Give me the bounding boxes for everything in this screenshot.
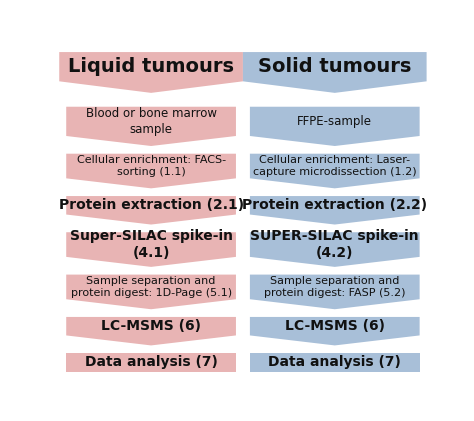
Polygon shape [66, 353, 236, 372]
Polygon shape [66, 274, 236, 309]
Polygon shape [250, 196, 419, 224]
Polygon shape [66, 154, 236, 188]
Text: Protein extraction (2.2): Protein extraction (2.2) [242, 198, 428, 212]
Polygon shape [250, 232, 419, 267]
Polygon shape [66, 196, 236, 224]
Text: Cellular enrichment: FACS-
sorting (1.1): Cellular enrichment: FACS- sorting (1.1) [76, 155, 226, 177]
Text: Sample separation and
protein digest: FASP (5.2): Sample separation and protein digest: FA… [264, 276, 406, 298]
Polygon shape [250, 154, 419, 188]
Text: LC-MSMS (6): LC-MSMS (6) [101, 319, 201, 333]
Text: Sample separation and
protein digest: 1D-Page (5.1): Sample separation and protein digest: 1D… [71, 276, 232, 298]
Text: Liquid tumours: Liquid tumours [68, 57, 234, 76]
Text: Solid tumours: Solid tumours [258, 57, 411, 76]
Polygon shape [250, 317, 419, 345]
Polygon shape [250, 353, 419, 372]
Polygon shape [66, 107, 236, 146]
Text: Protein extraction (2.1): Protein extraction (2.1) [58, 198, 244, 212]
Text: Data analysis (7): Data analysis (7) [268, 355, 401, 369]
Text: Data analysis (7): Data analysis (7) [85, 355, 218, 369]
Polygon shape [250, 107, 419, 146]
Polygon shape [66, 317, 236, 345]
Text: Cellular enrichment: Laser-
capture microdissection (1.2): Cellular enrichment: Laser- capture micr… [253, 155, 417, 177]
Text: Blood or bone marrow
sample: Blood or bone marrow sample [86, 107, 217, 136]
Polygon shape [250, 274, 419, 309]
Text: FFPE-sample: FFPE-sample [297, 115, 372, 128]
Polygon shape [243, 52, 427, 93]
Text: SUPER-SILAC spike-in
(4.2): SUPER-SILAC spike-in (4.2) [250, 229, 419, 260]
Text: LC-MSMS (6): LC-MSMS (6) [285, 319, 385, 333]
Polygon shape [66, 232, 236, 267]
Text: Super-SILAC spike-in
(4.1): Super-SILAC spike-in (4.1) [70, 229, 233, 260]
Polygon shape [59, 52, 243, 93]
